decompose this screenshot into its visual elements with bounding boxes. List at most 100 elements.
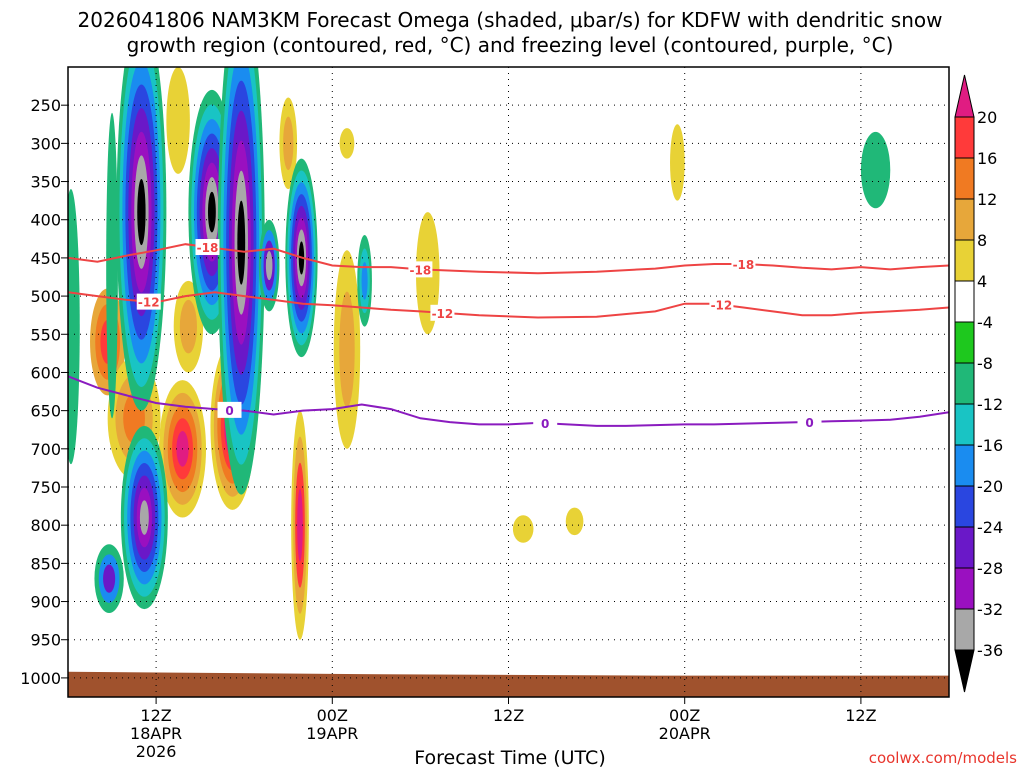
- colorbar-block: [954, 608, 975, 651]
- contour-label-bg: [217, 401, 242, 418]
- contour-label: -18: [410, 263, 432, 277]
- contour-label: 0: [541, 417, 549, 431]
- colorbar-block: [954, 444, 975, 487]
- x-tick-label: 00Z: [669, 706, 700, 725]
- colorbar-block: [954, 321, 975, 364]
- y-tick-label: 500: [30, 287, 61, 306]
- omega-region-6-level-1: [339, 291, 355, 408]
- y-tick-label: 400: [30, 211, 61, 230]
- chart-title-line2: growth region (contoured, red, °C) and f…: [127, 33, 894, 57]
- colorbar-block: [954, 157, 975, 200]
- omega-region-16-level-6: [139, 500, 149, 535]
- plot-area: -18 -18 -18 -12 -12 -12 0 0 0: [67, 66, 950, 698]
- colorbar-label: 4: [977, 272, 987, 291]
- colorbar-bottom-arrow: [954, 649, 975, 693]
- omega-region-20-level-7: [237, 200, 246, 285]
- colorbar-block: [954, 403, 975, 446]
- x-axis-label: Forecast Time (UTC): [414, 747, 605, 768]
- contour-label: 0: [225, 404, 233, 418]
- x-tick-label: 12Z: [845, 706, 876, 725]
- contour-label-bg: [533, 415, 558, 432]
- colorbar-label: 20: [977, 108, 997, 127]
- x-tick-label: 20APR: [659, 724, 711, 743]
- colorbar-top-arrow: [954, 74, 975, 118]
- x-tick-label: 12Z: [493, 706, 524, 725]
- colorbar-block: [954, 116, 975, 159]
- colorbar-label: -4: [977, 313, 993, 332]
- chart-title-line1: 2026041806 NAM3KM Forecast Omega (shaded…: [78, 8, 943, 32]
- y-tick-label: 450: [30, 249, 61, 268]
- contour-label-bg: [731, 256, 756, 273]
- colorbar-label: 12: [977, 190, 997, 209]
- colorbar-label: -36: [977, 641, 1003, 660]
- colorbar-block: [954, 280, 975, 323]
- contour-label: 0: [805, 416, 813, 430]
- colorbar-label: 8: [977, 231, 987, 250]
- colorbar-block: [954, 362, 975, 405]
- y-tick-label: 550: [30, 325, 61, 344]
- colorbar-block: [954, 198, 975, 241]
- omega-region-14-level-0: [106, 112, 118, 419]
- credit-text[interactable]: coolwx.com/models: [869, 749, 1017, 767]
- contour-label-bg: [195, 239, 220, 256]
- x-tick-label: 19APR: [306, 724, 358, 743]
- omega-region-13-level-0: [670, 124, 685, 201]
- contour-label-bg: [408, 261, 433, 278]
- omega-region-9-level-0: [166, 67, 190, 174]
- colorbar-label: -24: [977, 518, 1003, 537]
- contour-label: -18: [197, 241, 219, 255]
- omega-region-12-level-0: [565, 507, 584, 536]
- x-tick-label: 12Z: [140, 706, 171, 725]
- contour-label: -18: [733, 258, 755, 272]
- y-tick-label: 350: [30, 173, 61, 192]
- omega-region-11-level-0: [512, 515, 534, 543]
- omega-region-17-level-2: [103, 564, 116, 593]
- colorbar-label: -16: [977, 436, 1003, 455]
- contour-label-bg: [136, 293, 161, 310]
- y-tick-label: 950: [30, 631, 61, 650]
- contour-label-bg: [430, 304, 455, 321]
- y-tick-label: 750: [30, 478, 61, 497]
- contour-line-0: [68, 243, 949, 275]
- y-tick-label: 300: [30, 134, 61, 153]
- contour-label: -12: [138, 296, 160, 310]
- omega-region-4-level-1: [179, 299, 197, 354]
- omega-region-19-level-7: [207, 191, 216, 233]
- contour-line-1: [68, 291, 949, 319]
- omega-region-7-level-0: [339, 128, 355, 159]
- plot-content: -18 -18 -18 -12 -12 -12 0 0 0: [68, 67, 949, 697]
- colorbar-block: [954, 485, 975, 528]
- omega-region-5-level-3: [297, 488, 303, 562]
- contour-label-bg: [709, 296, 734, 313]
- colorbar-label: 16: [977, 149, 997, 168]
- y-tick-label: 900: [30, 593, 61, 612]
- y-tick-label: 650: [30, 402, 61, 421]
- colorbar-block: [954, 567, 975, 610]
- y-tick-label: 600: [30, 363, 61, 382]
- contour-label-bg: [797, 413, 822, 430]
- omega-region-21-level-3: [265, 250, 273, 281]
- omega-region-23-level-2: [361, 261, 368, 300]
- y-tick-label: 700: [30, 440, 61, 459]
- y-tick-label: 250: [30, 96, 61, 115]
- x-tick-label: 00Z: [317, 706, 348, 725]
- colorbar: 20 16 12 8 4 -4 -8 -12 -16 -20 -24 -28 -32 -36: [954, 74, 1003, 693]
- y-axis: 250 300 350 400 450 500 550 600 650 700 750 800 850 9…: [20, 96, 68, 688]
- x-tick-label: 2026: [136, 742, 177, 761]
- colorbar-label: -28: [977, 559, 1003, 578]
- x-tick-label: 18APR: [130, 724, 182, 743]
- colorbar-block: [954, 239, 975, 282]
- colorbar-label: -8: [977, 354, 993, 373]
- colorbar-label: -32: [977, 600, 1003, 619]
- colorbar-block: [954, 526, 975, 569]
- omega-region-18-level-7: [137, 179, 146, 246]
- colorbar-label: -20: [977, 477, 1003, 496]
- y-tick-label: 1000: [20, 669, 61, 688]
- colorbar-label: -12: [977, 395, 1003, 414]
- contour-label: -12: [432, 307, 454, 321]
- omega-region-24-level-0: [860, 131, 891, 209]
- contour-label: -12: [711, 299, 733, 313]
- omega-region-15-level-0: [68, 189, 80, 465]
